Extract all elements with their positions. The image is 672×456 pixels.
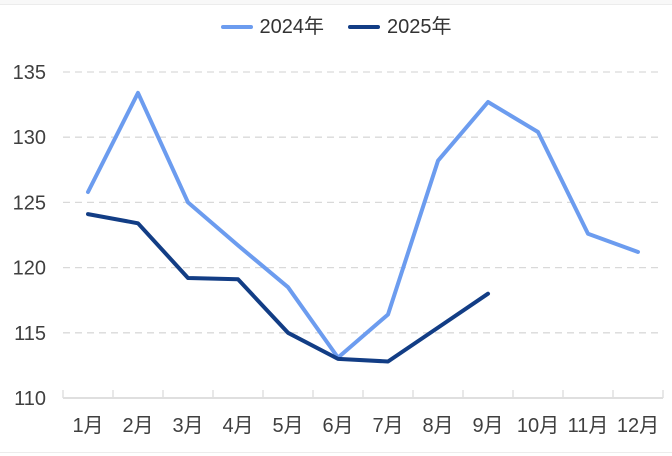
chart-legend: 2024年 2025年 xyxy=(0,17,672,37)
y-axis-label-135: 135 xyxy=(13,62,46,84)
legend-line-swatch-2024 xyxy=(220,25,253,29)
legend-label-2024: 2024年 xyxy=(259,16,325,38)
x-axis-label-9: 9月 xyxy=(472,415,503,437)
y-axis-label-120: 120 xyxy=(13,258,46,280)
legend-item-2025[interactable]: 2025年 xyxy=(348,17,452,37)
y-axis-label-130: 130 xyxy=(13,127,46,149)
x-axis-label-1: 1月 xyxy=(72,415,103,437)
x-axis-label-4: 4月 xyxy=(222,415,253,437)
y-axis-label-115: 115 xyxy=(14,323,46,345)
x-axis-label-2: 2月 xyxy=(122,415,153,437)
top-border xyxy=(0,0,672,5)
legend-item-2024[interactable]: 2024年 xyxy=(220,16,325,38)
legend-line-swatch-2025 xyxy=(348,25,380,29)
y-axis-label-110: 110 xyxy=(14,388,46,410)
y-axis-label-125: 125 xyxy=(13,192,46,214)
x-axis-label-7: 7月 xyxy=(372,415,403,437)
x-axis-label-12: 12月 xyxy=(617,415,659,437)
series-line-2024年[interactable] xyxy=(86,90,640,360)
x-axis-label-10: 10月 xyxy=(517,415,559,437)
legend-label-2025: 2025年 xyxy=(387,16,452,38)
series-line-2025年[interactable] xyxy=(86,212,490,364)
x-axis-label-3: 3月 xyxy=(172,415,203,437)
bottom-border xyxy=(0,452,672,453)
x-axis-label-5: 5月 xyxy=(272,415,303,437)
x-axis-label-11: 11月 xyxy=(568,415,609,437)
x-axis-label-6: 6月 xyxy=(322,415,353,437)
x-axis-label-8: 8月 xyxy=(422,415,453,437)
